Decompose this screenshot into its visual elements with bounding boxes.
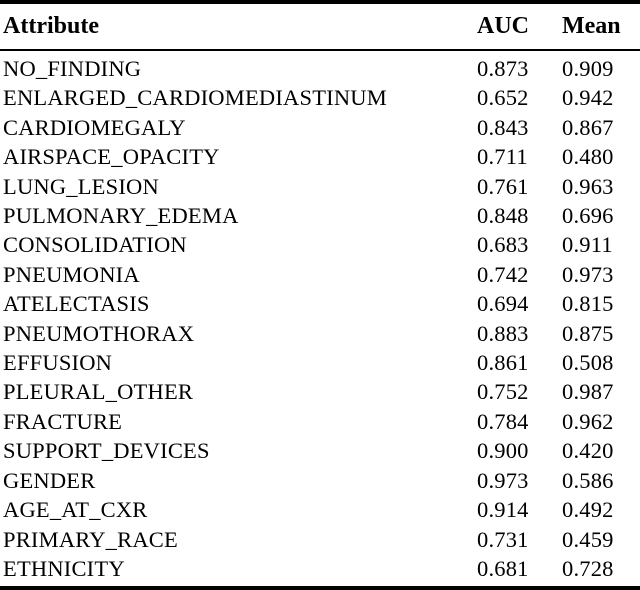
auc-cell: 0.848: [477, 203, 529, 229]
table-row: PULMONARY_EDEMA 0.848 0.696: [0, 201, 640, 230]
mean-cell: 0.962: [562, 408, 614, 434]
attribute-cell: SUPPORT_DEVICES: [3, 438, 210, 464]
attribute-cell: PLEURAL_OTHER: [3, 379, 194, 405]
mean-cell: 0.480: [562, 144, 614, 170]
attribute-cell: NO_FINDING: [3, 56, 142, 81]
col-header-auc: AUC: [477, 2, 562, 51]
auc-cell: 0.731: [477, 526, 529, 552]
auc-cell: 0.761: [477, 173, 529, 199]
auc-cell: 0.873: [477, 56, 529, 81]
auc-cell: 0.883: [477, 320, 529, 346]
mean-cell: 0.987: [562, 379, 614, 405]
table-row: SUPPORT_DEVICES 0.900 0.420: [0, 436, 640, 465]
auc-cell: 0.681: [477, 555, 529, 581]
attribute-cell: ETHNICITY: [3, 555, 125, 581]
table-row: CARDIOMEGALY 0.843 0.867: [0, 113, 640, 142]
mean-cell: 0.875: [562, 320, 614, 346]
header-row: Attribute AUC Mean: [0, 2, 640, 51]
table-row: AIRSPACE_OPACITY 0.711 0.480: [0, 142, 640, 171]
attribute-cell: ATELECTASIS: [3, 291, 150, 317]
attribute-cell: EFFUSION: [3, 350, 113, 376]
table-row: PNEUMONIA 0.742 0.973: [0, 260, 640, 289]
mean-cell: 0.909: [562, 56, 614, 81]
auc-cell: 0.694: [477, 291, 529, 317]
table-row: GENDER 0.973 0.586: [0, 466, 640, 495]
auc-cell: 0.900: [477, 438, 529, 464]
mean-cell: 0.973: [562, 261, 614, 287]
col-header-mean: Mean: [562, 2, 640, 51]
mean-cell: 0.942: [562, 85, 614, 111]
table-row: NO_FINDING 0.873 0.909: [0, 50, 640, 83]
attribute-cell: CARDIOMEGALY: [3, 114, 186, 140]
table-row: LUNG_LESION 0.761 0.963: [0, 172, 640, 201]
table-row: PNEUMOTHORAX 0.883 0.875: [0, 319, 640, 348]
attribute-cell: GENDER: [3, 467, 96, 493]
auc-cell: 0.683: [477, 232, 529, 258]
table-row: PLEURAL_OTHER 0.752 0.987: [0, 377, 640, 406]
attribute-cell: PNEUMONIA: [3, 261, 140, 287]
auc-cell: 0.752: [477, 379, 529, 405]
auc-cell: 0.784: [477, 408, 529, 434]
table-row: ENLARGED_CARDIOMEDIASTINUM 0.652 0.942: [0, 83, 640, 112]
auc-cell: 0.861: [477, 350, 529, 376]
mean-cell: 0.911: [562, 232, 613, 258]
attribute-cell: AGE_AT_CXR: [3, 497, 148, 523]
table-row: ETHNICITY 0.681 0.728: [0, 554, 640, 588]
mean-cell: 0.459: [562, 526, 614, 552]
attribute-cell: LUNG_LESION: [3, 173, 159, 199]
mean-cell: 0.728: [562, 555, 614, 581]
table-body: NO_FINDING 0.873 0.909 ENLARGED_CARDIOMEDIA…: [0, 50, 640, 588]
attribute-cell: PULMONARY_EDEMA: [3, 203, 239, 229]
mean-cell: 0.696: [562, 203, 614, 229]
table-row: ATELECTASIS 0.694 0.815: [0, 289, 640, 318]
auc-cell: 0.742: [477, 261, 529, 287]
auc-cell: 0.711: [477, 144, 528, 170]
auc-cell: 0.652: [477, 85, 529, 111]
table-row: CONSOLIDATION 0.683 0.911: [0, 230, 640, 259]
mean-cell: 0.963: [562, 173, 614, 199]
attribute-cell: ENLARGED_CARDIOMEDIASTINUM: [3, 85, 387, 111]
table-row: FRACTURE 0.784 0.962: [0, 407, 640, 436]
auc-cell: 0.914: [477, 497, 529, 523]
mean-cell: 0.492: [562, 497, 614, 523]
mean-cell: 0.508: [562, 350, 614, 376]
col-header-attribute: Attribute: [0, 2, 477, 51]
table-row: PRIMARY_RACE 0.731 0.459: [0, 525, 640, 554]
mean-cell: 0.586: [562, 467, 614, 493]
attribute-cell: FRACTURE: [3, 408, 123, 434]
mean-cell: 0.815: [562, 291, 614, 317]
mean-cell: 0.867: [562, 114, 614, 140]
auc-cell: 0.843: [477, 114, 529, 140]
mean-cell: 0.420: [562, 438, 614, 464]
table-header: Attribute AUC Mean: [0, 2, 640, 51]
table-row: AGE_AT_CXR 0.914 0.492: [0, 495, 640, 524]
attribute-cell: AIRSPACE_OPACITY: [3, 144, 220, 170]
table-row: EFFUSION 0.861 0.508: [0, 348, 640, 377]
attribute-cell: PRIMARY_RACE: [3, 526, 178, 552]
attribute-cell: PNEUMOTHORAX: [3, 320, 195, 346]
auc-cell: 0.973: [477, 467, 529, 493]
attribute-cell: CONSOLIDATION: [3, 232, 187, 258]
